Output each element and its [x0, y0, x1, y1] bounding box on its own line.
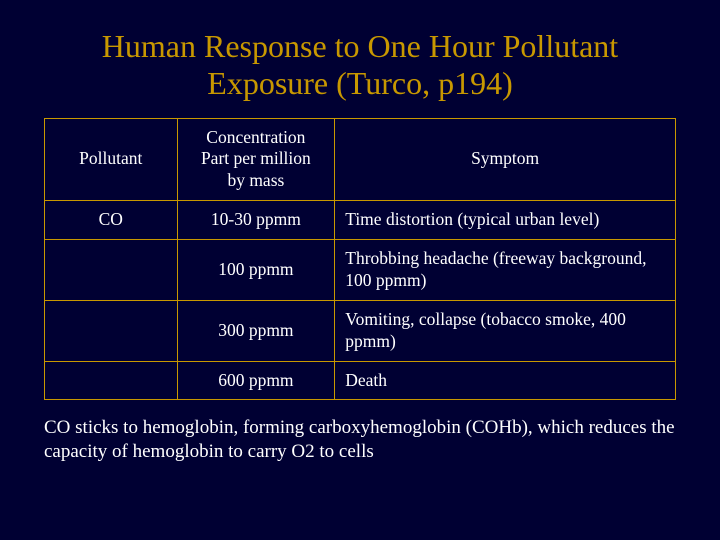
exposure-table: Pollutant Concentration Part per million…	[44, 118, 676, 401]
table-row: 600 ppmm Death	[45, 361, 676, 400]
cell-symptom: Vomiting, collapse (tobacco smoke, 400 p…	[335, 300, 676, 361]
cell-pollutant	[45, 240, 178, 301]
cell-pollutant	[45, 361, 178, 400]
cell-concentration: 600 ppmm	[177, 361, 335, 400]
cell-symptom: Time distortion (typical urban level)	[335, 201, 676, 240]
slide: Human Response to One Hour Pollutant Exp…	[0, 0, 720, 540]
table-row: 100 ppmm Throbbing headache (freeway bac…	[45, 240, 676, 301]
cell-pollutant	[45, 300, 178, 361]
cell-concentration: 100 ppmm	[177, 240, 335, 301]
slide-title: Human Response to One Hour Pollutant Exp…	[44, 28, 676, 102]
cell-symptom: Throbbing headache (freeway background, …	[335, 240, 676, 301]
cell-pollutant: CO	[45, 201, 178, 240]
col-header-symptom: Symptom	[335, 118, 676, 201]
table-header-row: Pollutant Concentration Part per million…	[45, 118, 676, 201]
cell-concentration: 10-30 ppmm	[177, 201, 335, 240]
footer-note: CO sticks to hemoglobin, forming carboxy…	[44, 416, 676, 464]
col-header-concentration-l1: Concentration	[206, 127, 305, 147]
col-header-concentration-l3: by mass	[227, 170, 284, 190]
cell-symptom: Death	[335, 361, 676, 400]
col-header-concentration-l2: Part per million	[201, 148, 311, 168]
table-row: 300 ppmm Vomiting, collapse (tobacco smo…	[45, 300, 676, 361]
col-header-concentration: Concentration Part per million by mass	[177, 118, 335, 201]
cell-concentration: 300 ppmm	[177, 300, 335, 361]
table-row: CO 10-30 ppmm Time distortion (typical u…	[45, 201, 676, 240]
col-header-pollutant: Pollutant	[45, 118, 178, 201]
